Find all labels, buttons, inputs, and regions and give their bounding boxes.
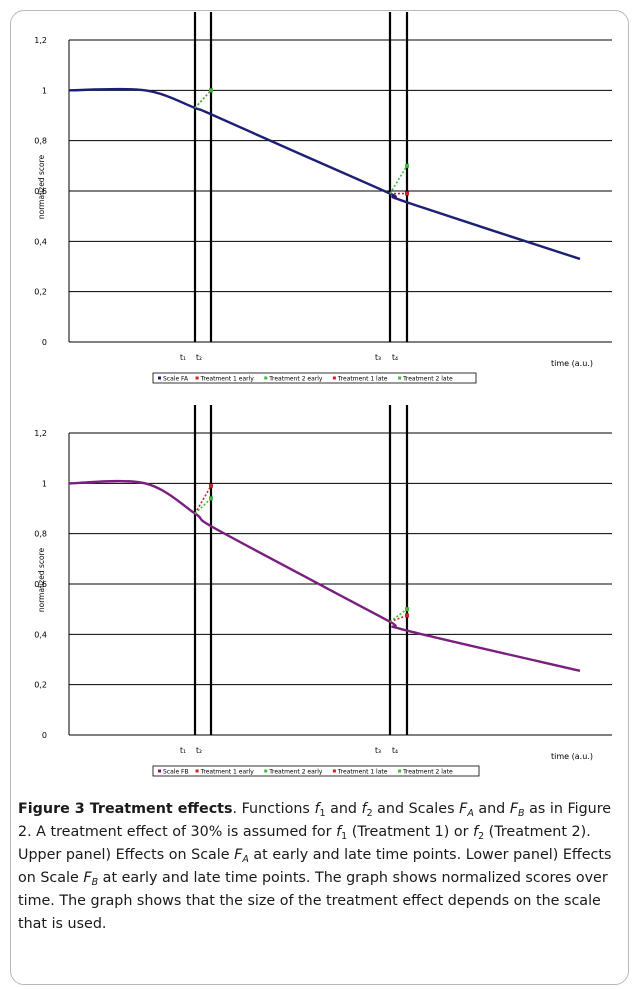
treatment-effect-line	[389, 614, 408, 623]
y-tick-label: 0,6	[34, 187, 47, 196]
legend-box	[152, 372, 477, 384]
legend: Scale FB Treatment 1 early Treatment 2 ear…	[152, 765, 480, 777]
caption-subscript: 1	[341, 831, 348, 842]
y-tick-label: 0	[42, 338, 47, 347]
x-tick-label: t₁	[180, 746, 186, 755]
treatment-effect-line	[194, 485, 212, 514]
caption-text: and	[325, 801, 362, 817]
legend-label: Treatment 2 late	[402, 769, 453, 776]
caption-symbol: F	[459, 801, 468, 817]
caption-symbol: F	[83, 870, 92, 886]
caption-title: Figure 3 Treatment effects	[18, 801, 233, 817]
x-tick-label: t₁	[180, 353, 186, 362]
treatment-effect-point	[405, 607, 409, 612]
caption-text: (Treatment 1) or	[347, 824, 474, 840]
y-tick-label: 0,8	[34, 137, 47, 146]
treatment-effect-point	[405, 163, 409, 168]
legend-label: Treatment 1 early	[200, 376, 255, 383]
caption-text: as in Figure 2. A treatment effect of 30…	[18, 801, 612, 840]
figure-frame	[10, 10, 629, 985]
caption-subscript: B	[91, 877, 99, 888]
lower-panel-chart: 0 0,2 0,4 0,6 0,8 1 1,2 normalized score t₁ t₂ t₃ t…	[34, 405, 612, 777]
caption-subscript: A	[242, 854, 249, 865]
caption-symbol: f	[473, 824, 479, 840]
y-tick-label: 0,4	[34, 237, 47, 246]
caption-subscript: 2	[478, 831, 485, 842]
caption-subscript: 2	[366, 808, 373, 819]
x-tick-label: t₃	[375, 746, 381, 755]
caption-symbol: F	[234, 847, 243, 863]
x-tick-label: t₄	[392, 353, 398, 362]
x-axis-label: time (a.u.)	[551, 752, 593, 761]
x-tick-label: t₂	[196, 746, 202, 755]
y-axis-label: normalized score	[37, 548, 46, 613]
caption-symbol: f	[336, 824, 342, 840]
scale-curve	[68, 479, 581, 672]
legend-swatch	[264, 376, 268, 380]
y-tick-label: 0,2	[34, 288, 47, 297]
legend-swatch	[332, 376, 336, 380]
y-tick-label: 1	[42, 479, 47, 488]
y-axis-label: normalized score	[37, 155, 46, 220]
legend-swatch	[195, 769, 199, 773]
treatment-effect-point	[209, 88, 213, 93]
legend-label: Scale FB	[163, 769, 189, 776]
x-tick-label: t₄	[392, 746, 398, 755]
y-tick-label: 1	[42, 86, 47, 95]
treatment-effect-point	[209, 496, 213, 501]
legend-swatch	[332, 769, 336, 773]
treatment-effect-point	[405, 613, 409, 618]
caption-text: at early and late time points. The graph…	[18, 870, 608, 932]
caption-symbol: F	[509, 801, 519, 817]
treatment-effect-point	[405, 191, 409, 196]
treatment-effect-point	[209, 483, 213, 488]
x-tick-label: t₂	[196, 353, 202, 362]
legend-swatch	[398, 769, 402, 773]
treatment-effect-line	[194, 497, 212, 515]
caption-text: and	[473, 801, 510, 817]
x-tick-label: t₃	[375, 353, 381, 362]
legend: Scale FA Treatment 1 early Treatment 2 ear…	[152, 372, 477, 384]
caption-text: at early and late time points. Lower pan…	[18, 847, 612, 886]
caption-subscript: 1	[319, 808, 326, 819]
legend-label: Treatment 2 early	[268, 769, 323, 776]
y-tick-label: 1,2	[34, 429, 47, 438]
legend-label: Treatment 1 early	[200, 769, 255, 776]
legend-swatch	[158, 376, 161, 380]
caption-symbol: f	[361, 801, 367, 817]
treatment-effect-line	[389, 608, 408, 623]
legend-label: Treatment 1 late	[337, 376, 388, 383]
caption-subscript: A	[467, 808, 474, 819]
x-axis-label: time (a.u.)	[551, 359, 593, 368]
y-tick-label: 0,8	[34, 530, 47, 539]
caption-text: . Functions	[232, 801, 315, 817]
caption-symbol: f	[314, 801, 320, 817]
y-tick-label: 0	[42, 731, 47, 740]
y-tick-label: 0,4	[34, 630, 47, 639]
y-tick-label: 0,2	[34, 681, 47, 690]
y-tick-label: 0,6	[34, 580, 47, 589]
caption-text: and Scales	[372, 801, 460, 817]
legend-label: Treatment 2 late	[402, 376, 453, 383]
legend-swatch	[398, 376, 402, 380]
caption-subscript: B	[518, 808, 525, 819]
legend-label: Treatment 1 late	[337, 769, 388, 776]
treatment-effect-line	[389, 165, 408, 194]
figure-caption: Figure 3 Treatment effects. Functions f1…	[18, 798, 624, 936]
legend-swatch	[195, 376, 199, 380]
caption-text: (Treatment 2). Upper panel) Effects on S…	[18, 824, 591, 863]
scale-curve	[68, 87, 581, 261]
legend-label: Scale FA	[163, 376, 189, 383]
legend-swatch	[158, 769, 161, 773]
y-tick-label: 1,2	[34, 36, 47, 45]
legend-swatch	[264, 769, 268, 773]
upper-panel-chart: 0 0,2 0,4 0,6 0,8 1 1,2 normalized score t₁ t₂ t₃ t…	[34, 12, 612, 384]
legend-box	[152, 765, 480, 777]
treatment-effect-line	[194, 89, 212, 109]
legend-label: Treatment 2 early	[268, 376, 323, 383]
